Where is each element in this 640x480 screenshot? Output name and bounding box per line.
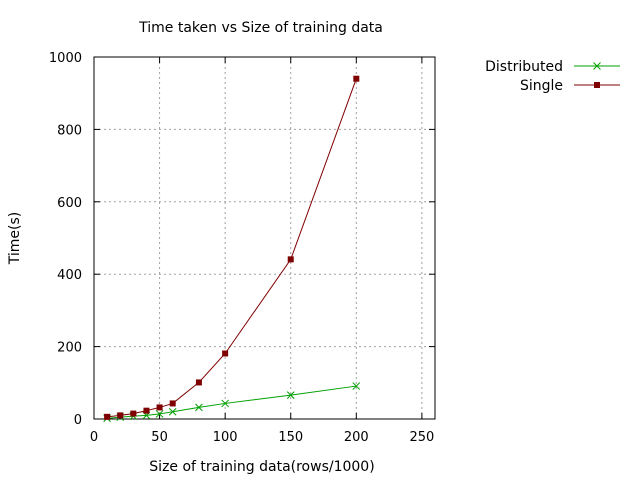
data-point <box>221 399 230 408</box>
y-axis-title: Time(s) <box>7 212 23 265</box>
data-point <box>117 412 124 419</box>
chart-title: Time taken vs Size of training data <box>138 20 383 36</box>
data-point <box>130 410 137 417</box>
series-line <box>107 385 357 419</box>
y-tick-label: 400 <box>57 268 82 283</box>
data-point <box>168 407 177 416</box>
data-point <box>156 404 163 411</box>
x-tick-label: 100 <box>213 430 238 445</box>
plot-frame <box>93 56 436 420</box>
x-tick-label: 50 <box>151 430 168 445</box>
data-point <box>222 350 229 357</box>
data-point <box>286 391 295 399</box>
data-point <box>195 403 203 412</box>
x-tick-label: 0 <box>90 430 98 445</box>
legend-label: Distributed <box>485 59 563 75</box>
axis-ticks: 0 50 100 150 200 250 0 200 400 600 800 1000 <box>49 51 435 445</box>
series-distributed <box>103 382 361 423</box>
data-series <box>103 75 361 423</box>
series-line <box>107 78 357 418</box>
x-axis-title: Size of training data(rows/1000) <box>149 459 374 475</box>
legend-item-single: Single <box>520 78 620 94</box>
legend-marker <box>593 62 601 70</box>
y-tick-label: 0 <box>74 413 82 428</box>
data-point <box>353 75 360 82</box>
legend: Distributed Single <box>485 59 620 94</box>
y-tick-label: 800 <box>57 123 82 138</box>
x-tick-label: 150 <box>278 430 303 445</box>
legend-item-distributed: Distributed <box>485 59 620 75</box>
y-tick-label: 200 <box>57 341 82 356</box>
grid-lines <box>94 57 435 419</box>
data-point <box>155 410 164 418</box>
data-point <box>143 407 150 414</box>
x-tick-label: 250 <box>409 430 434 445</box>
legend-marker <box>594 82 600 88</box>
data-point <box>169 400 176 407</box>
y-tick-label: 600 <box>57 196 82 211</box>
x-tick-label: 200 <box>344 430 369 445</box>
series-single <box>104 75 360 420</box>
y-tick-label: 1000 <box>49 51 82 66</box>
data-point <box>195 379 202 386</box>
legend-label: Single <box>520 78 563 94</box>
data-point <box>287 256 294 263</box>
data-point <box>352 382 361 390</box>
data-point <box>104 413 111 420</box>
